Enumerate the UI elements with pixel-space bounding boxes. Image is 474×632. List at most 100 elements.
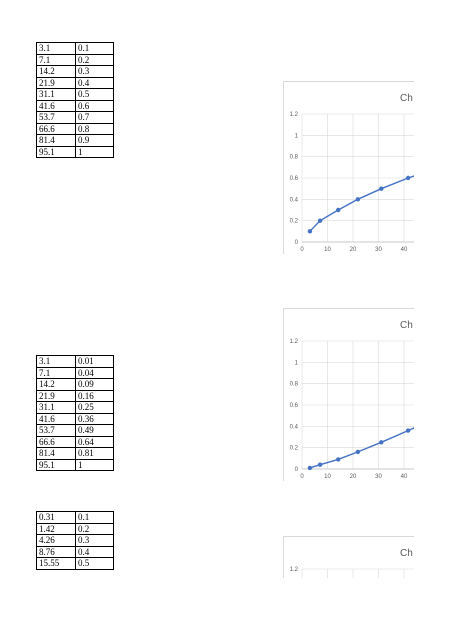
table-cell-x: 66.6	[36, 435, 76, 448]
table-cell-y: 0.4	[75, 545, 114, 558]
table-cell-y: 0.4	[75, 76, 114, 89]
table-cell-x: 66.6	[36, 122, 76, 135]
series-line	[309, 427, 414, 469]
data-table-3: 0.31 0.1 1.42 0.2 4.26 0.3 8.76 0.4 15.55 0.5	[36, 511, 114, 570]
chart-title: Ch	[400, 93, 413, 104]
table-cell-x: 0.31	[36, 511, 76, 524]
table-cell-y: 1	[75, 458, 114, 471]
table-cell-x: 95.1	[36, 458, 76, 471]
data-point	[379, 440, 384, 445]
chart-title: Ch	[400, 320, 413, 331]
y-tick-label: 0.8	[290, 155, 299, 161]
x-tick-label: 40	[401, 474, 408, 480]
table-cell-y: 0.16	[75, 389, 114, 402]
table-cell-x: 81.4	[36, 134, 76, 147]
table-cell-x: 3.1	[36, 42, 76, 55]
y-tick-label: 1	[295, 133, 299, 139]
table-cell-y: 0.64	[75, 435, 114, 448]
chart-2: Ch 0 0.2 0.4 0.6 0.8 1 1.2 0 10 20 30 40	[283, 308, 414, 481]
table-cell-y: 0.49	[75, 424, 114, 437]
data-point	[379, 186, 384, 191]
table-cell-y: 0.81	[75, 447, 114, 460]
data-point	[307, 229, 313, 234]
table-cell-x: 41.6	[36, 99, 76, 112]
table-row: 81.4 0.9	[36, 134, 114, 147]
table-row: 31.1 0.25	[36, 401, 114, 414]
table-cell-x: 3.1	[36, 355, 76, 368]
data-point	[355, 449, 361, 455]
table-cell-y: 0.01	[75, 355, 114, 368]
chart-2-svg: Ch 0 0.2 0.4 0.6 0.8 1 1.2 0 10 20 30 40	[290, 320, 414, 480]
table-cell-y: 0.3	[75, 65, 114, 78]
table-row: 0.31 0.1	[36, 511, 114, 524]
data-point	[336, 457, 341, 462]
y-tick-label: 0.4	[290, 197, 299, 203]
table-cell-x: 14.2	[36, 65, 76, 78]
data-point	[355, 197, 361, 202]
data-point	[405, 175, 411, 181]
data-table-2: 3.1 0.01 7.1 0.04 14.2 0.09 21.9 0.16 31.1 0.25 41…	[36, 355, 114, 471]
x-tick-label: 30	[375, 247, 382, 253]
y-tick-label: 0.2	[290, 219, 299, 225]
table-cell-y: 0.7	[75, 111, 114, 124]
chart-title: Ch	[400, 548, 413, 559]
y-tick-label: 1.2	[290, 112, 299, 118]
table-cell-x: 53.7	[36, 111, 76, 124]
table-cell-y: 0.3	[75, 534, 114, 547]
table-cell-y: 0.1	[75, 511, 114, 524]
table-row: 14.2 0.09	[36, 378, 114, 391]
table-cell-x: 31.1	[36, 88, 76, 101]
table-cell-x: 4.26	[36, 534, 76, 547]
x-tick-label: 10	[324, 247, 331, 253]
table-row: 53.7 0.49	[36, 424, 114, 437]
chart-3: Ch 1.2	[283, 536, 414, 578]
table-cell-y: 0.04	[75, 366, 114, 379]
y-tick-label: 0.8	[290, 382, 299, 388]
x-tick-label: 20	[350, 247, 357, 253]
table-cell-x: 95.1	[36, 145, 76, 158]
data-point	[317, 218, 323, 223]
table-row: 41.6 0.6	[36, 99, 114, 112]
data-point	[336, 207, 341, 213]
data-point	[405, 428, 411, 433]
table-row: 41.6 0.36	[36, 412, 114, 425]
data-point	[307, 465, 313, 471]
table-row: 4.26 0.3	[36, 534, 114, 547]
x-tick-label: 0	[300, 474, 304, 480]
data-point	[317, 462, 323, 467]
x-tick-label: 20	[350, 474, 357, 480]
table-cell-y: 0.25	[75, 401, 114, 414]
table-cell-y: 0.36	[75, 412, 114, 425]
table-row: 3.1 0.01	[36, 355, 114, 368]
table-cell-y: 0.5	[75, 557, 114, 570]
y-tick-label: 0.2	[290, 446, 299, 452]
y-tick-label: 1	[295, 360, 299, 366]
table-cell-y: 0.2	[75, 53, 114, 66]
table-cell-x: 21.9	[36, 389, 76, 402]
series-line	[309, 175, 414, 232]
table-cell-x: 41.6	[36, 412, 76, 425]
table-row: 66.6 0.64	[36, 435, 114, 448]
y-tick-label: 0.6	[290, 176, 299, 182]
y-tick-label: 0	[295, 467, 299, 473]
table-row: 81.4 0.81	[36, 447, 114, 460]
table-cell-y: 0.2	[75, 522, 114, 535]
table-row: 15.55 0.5	[36, 557, 114, 570]
table-row: 3.1 0.1	[36, 42, 114, 55]
table-cell-x: 31.1	[36, 401, 76, 414]
table-row: 95.1 1	[36, 458, 114, 471]
x-tick-label: 10	[324, 474, 331, 480]
table-cell-x: 21.9	[36, 76, 76, 89]
table-row: 14.2 0.3	[36, 65, 114, 78]
x-tick-label: 0	[300, 247, 304, 253]
table-cell-x: 7.1	[36, 53, 76, 66]
table-cell-y: 0.9	[75, 134, 114, 147]
x-tick-label: 40	[401, 247, 408, 253]
x-tick-label: 30	[375, 474, 382, 480]
table-cell-y: 0.8	[75, 122, 114, 135]
table-row: 53.7 0.7	[36, 111, 114, 124]
table-cell-y: 0.5	[75, 88, 114, 101]
table-cell-x: 7.1	[36, 366, 76, 379]
y-tick-label: 0.4	[290, 424, 299, 430]
chart-3-svg: Ch 1.2	[290, 548, 414, 578]
